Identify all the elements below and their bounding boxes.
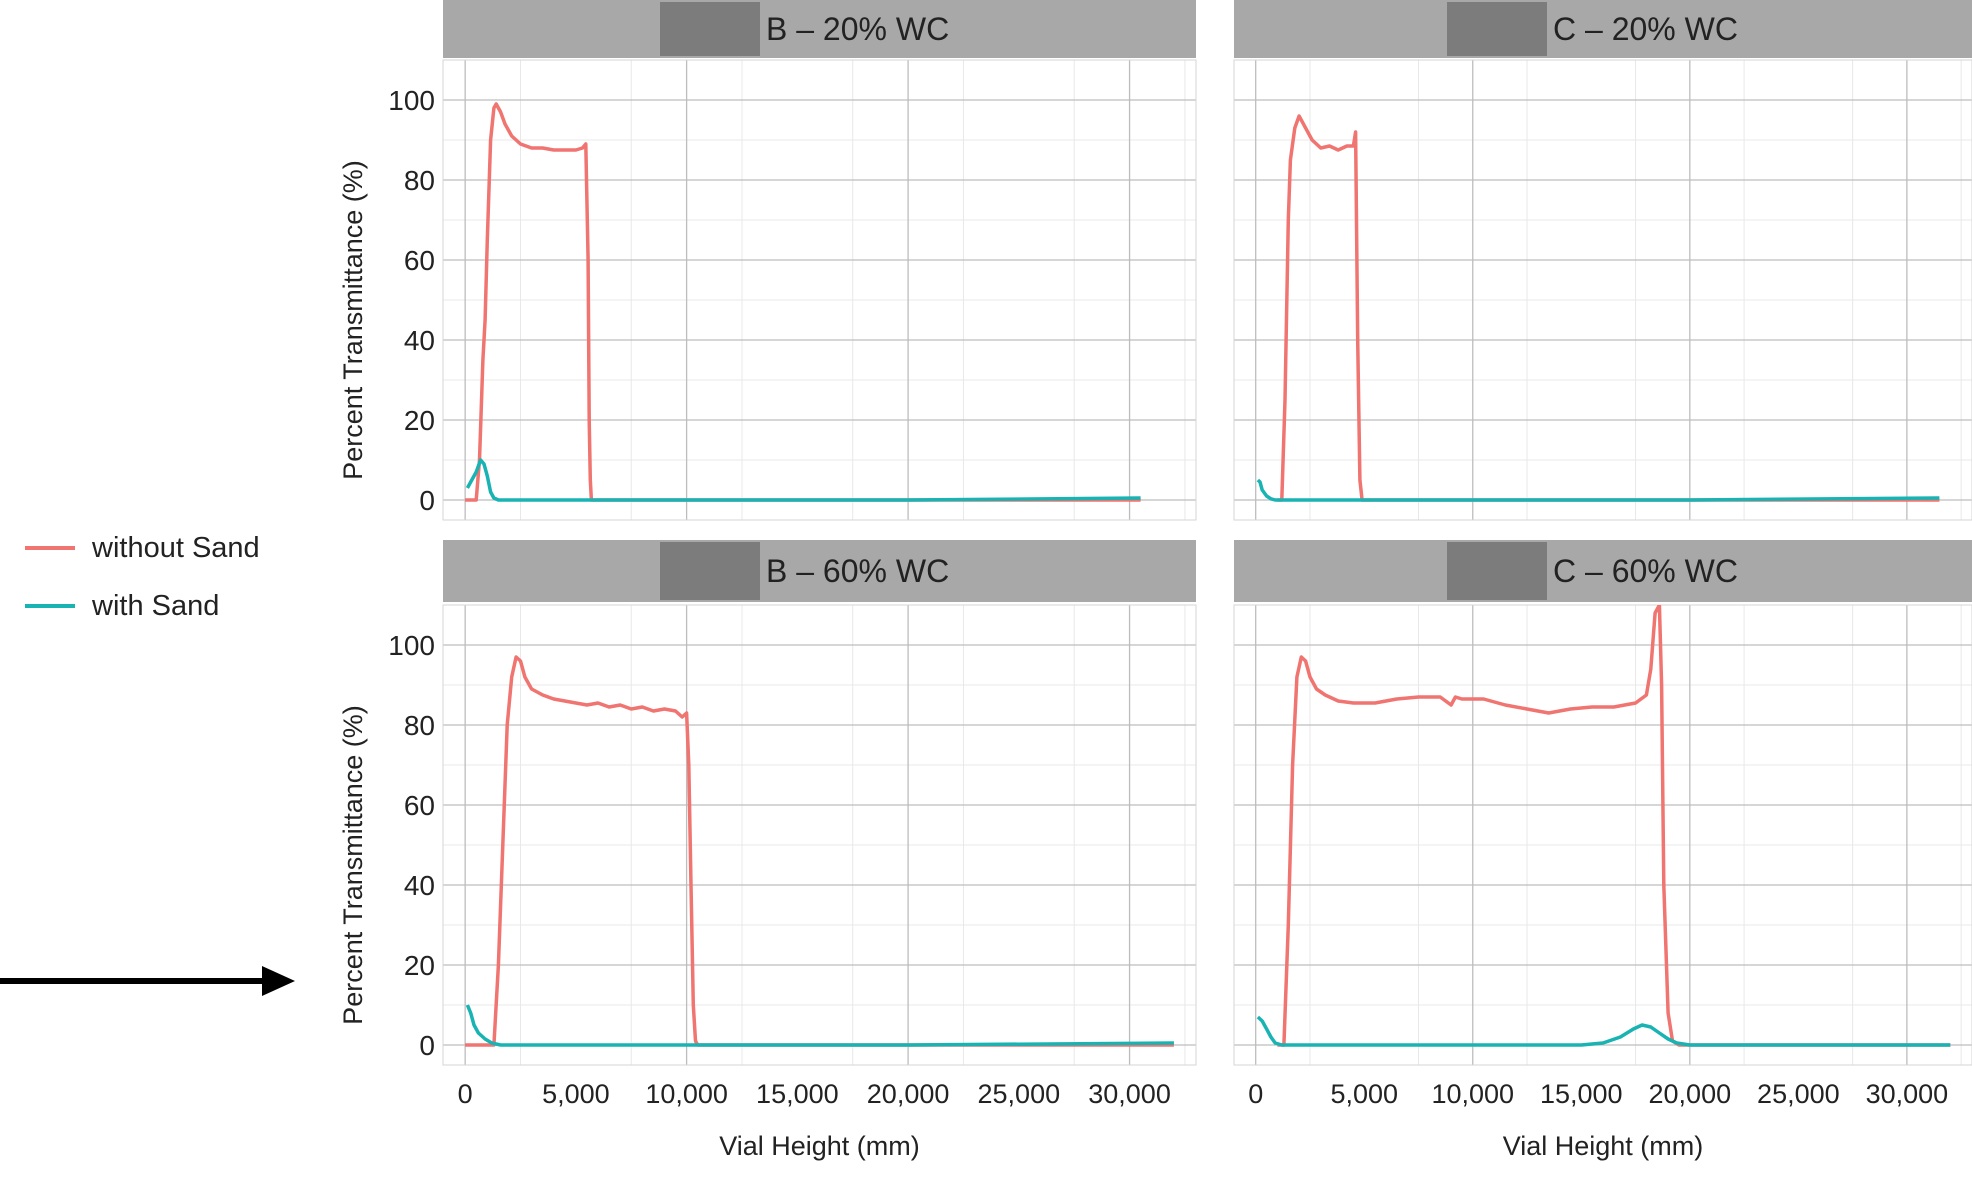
series-line-with-sand (1256, 1015, 1951, 1047)
y-tick-label: 40 (404, 870, 435, 901)
x-tick-label: 0 (458, 1079, 473, 1109)
legend-label-with-sand: with Sand (91, 590, 219, 622)
panel-c-60-wc: C – 60% WC 0 5,000 10,000 15,000 20,000 25,000… (1233, 540, 1972, 1161)
strip-redaction-box (660, 2, 760, 56)
facet-title: C – 20% WC (1553, 11, 1738, 47)
legend: without Sand with Sand (25, 532, 260, 622)
y-tick-label: 0 (419, 1030, 435, 1061)
x-tick-label: 10,000 (645, 1079, 728, 1109)
y-tick-label: 80 (404, 165, 435, 196)
x-tick-label: 10,000 (1431, 1079, 1514, 1109)
right-arrow-icon (0, 966, 295, 996)
x-tick-label: 15,000 (756, 1079, 839, 1109)
y-tick-label: 40 (404, 325, 435, 356)
panel-border (1233, 59, 1972, 521)
y-tick-label: 60 (404, 245, 435, 276)
y-tick-label: 20 (404, 950, 435, 981)
x-tick-label: 0 (1248, 1079, 1263, 1109)
facet-title: C – 60% WC (1553, 553, 1738, 589)
series-line-with-sand (465, 458, 1141, 502)
y-tick-label: 20 (404, 405, 435, 436)
legend-label-without-sand: without Sand (91, 532, 260, 564)
series-line-without-sand (1277, 605, 1951, 1047)
strip-redaction-box (1447, 542, 1547, 600)
y-axis-title: Percent Transmittance (%) (338, 705, 368, 1025)
x-tick-label: 5,000 (542, 1079, 610, 1109)
series-line-without-sand (1277, 114, 1940, 502)
y-tick-label: 100 (388, 630, 435, 661)
facet-title: B – 20% WC (766, 11, 949, 47)
facet-title: B – 60% WC (766, 553, 949, 589)
strip-redaction-box (660, 542, 760, 600)
facet-strip (443, 540, 1196, 602)
x-tick-label: 5,000 (1330, 1079, 1398, 1109)
facet-strip (1234, 0, 1972, 58)
facet-strip (443, 0, 1196, 58)
series-line-without-sand (465, 655, 1174, 1047)
series-line-with-sand (1256, 478, 1940, 502)
x-tick-label: 30,000 (1866, 1079, 1949, 1109)
series-line-with-sand (465, 1004, 1174, 1047)
y-tick-label: 60 (404, 790, 435, 821)
panel-c-20-wc: C – 20% WC (1233, 0, 1972, 521)
x-tick-label: 30,000 (1088, 1079, 1171, 1109)
facet-strip (1234, 540, 1972, 602)
series-line-without-sand (465, 102, 1141, 502)
x-axis-title: Vial Height (mm) (1503, 1131, 1704, 1161)
x-tick-label: 25,000 (1757, 1079, 1840, 1109)
panel-b-60-wc: B – 60% WC 0 20 40 60 80 100 0 5,000 10,000 15,000… (338, 540, 1197, 1161)
x-tick-label: 15,000 (1540, 1079, 1623, 1109)
x-tick-label: 20,000 (1649, 1079, 1732, 1109)
panel-b-20-wc: B – 20% WC 0 20 40 60 80 100 Percent Transmitta… (338, 0, 1197, 521)
panel-border (442, 59, 1197, 521)
x-axis-title: Vial Height (mm) (719, 1131, 920, 1161)
strip-redaction-box (1447, 2, 1547, 56)
y-axis-title: Percent Transmittance (%) (338, 160, 368, 480)
panel-border (1233, 604, 1972, 1066)
y-tick-label: 80 (404, 710, 435, 741)
x-tick-label: 25,000 (978, 1079, 1061, 1109)
panel-border (442, 604, 1197, 1066)
x-tick-label: 20,000 (867, 1079, 950, 1109)
y-tick-label: 0 (419, 485, 435, 516)
y-tick-label: 100 (388, 85, 435, 116)
